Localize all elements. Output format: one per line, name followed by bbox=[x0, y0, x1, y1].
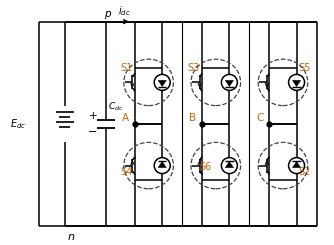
Polygon shape bbox=[292, 80, 301, 86]
Text: C: C bbox=[256, 113, 264, 123]
Text: B: B bbox=[189, 113, 196, 123]
Text: S1: S1 bbox=[121, 63, 133, 73]
Polygon shape bbox=[225, 161, 233, 168]
Polygon shape bbox=[225, 80, 233, 86]
Polygon shape bbox=[158, 161, 166, 168]
Polygon shape bbox=[292, 161, 301, 168]
Text: S5: S5 bbox=[298, 63, 311, 73]
Text: S2: S2 bbox=[298, 167, 311, 177]
Text: +: + bbox=[89, 111, 97, 121]
Text: p: p bbox=[105, 9, 111, 19]
Text: S6: S6 bbox=[199, 162, 211, 172]
Text: n: n bbox=[67, 232, 74, 242]
Text: $E_{dc}$: $E_{dc}$ bbox=[10, 117, 26, 131]
Text: S3: S3 bbox=[188, 63, 200, 73]
Text: $i_{dc}$: $i_{dc}$ bbox=[118, 4, 131, 18]
Polygon shape bbox=[158, 80, 166, 86]
Text: A: A bbox=[122, 113, 129, 123]
Text: S4: S4 bbox=[121, 167, 133, 177]
Text: −: − bbox=[88, 127, 98, 137]
Text: $C_{dc}$: $C_{dc}$ bbox=[108, 100, 124, 113]
